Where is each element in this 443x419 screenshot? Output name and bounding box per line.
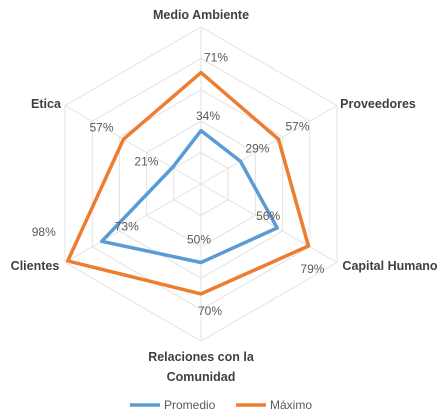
category-label: Relaciones con la Comunidad (148, 350, 254, 384)
spoke (200, 105, 338, 185)
spoke (64, 183, 202, 263)
data-label: 21% (134, 155, 158, 169)
series-line (99, 128, 279, 265)
data-label: 50% (187, 233, 211, 247)
legend-label: Promedio (164, 398, 216, 412)
data-label: 79% (300, 262, 324, 276)
category-label: Medio Ambiente (152, 8, 250, 22)
data-label: 34% (196, 109, 220, 123)
spoke (64, 105, 202, 185)
data-label: 98% (32, 225, 56, 239)
legend-label: Máximo (270, 398, 312, 412)
data-label: 73% (115, 219, 139, 233)
series-line (66, 70, 311, 296)
category-label: Etica (31, 97, 61, 111)
data-label: 71% (204, 51, 228, 65)
spoke (200, 183, 338, 263)
category-label: Capital Humano (342, 259, 438, 273)
data-label: 57% (285, 119, 309, 133)
data-label: 70% (198, 304, 222, 318)
data-label: 29% (245, 141, 269, 155)
data-label: 56% (256, 209, 280, 223)
category-label: Clientes (10, 259, 60, 273)
category-label: Proveedores (340, 97, 416, 111)
data-label: 57% (89, 120, 113, 134)
